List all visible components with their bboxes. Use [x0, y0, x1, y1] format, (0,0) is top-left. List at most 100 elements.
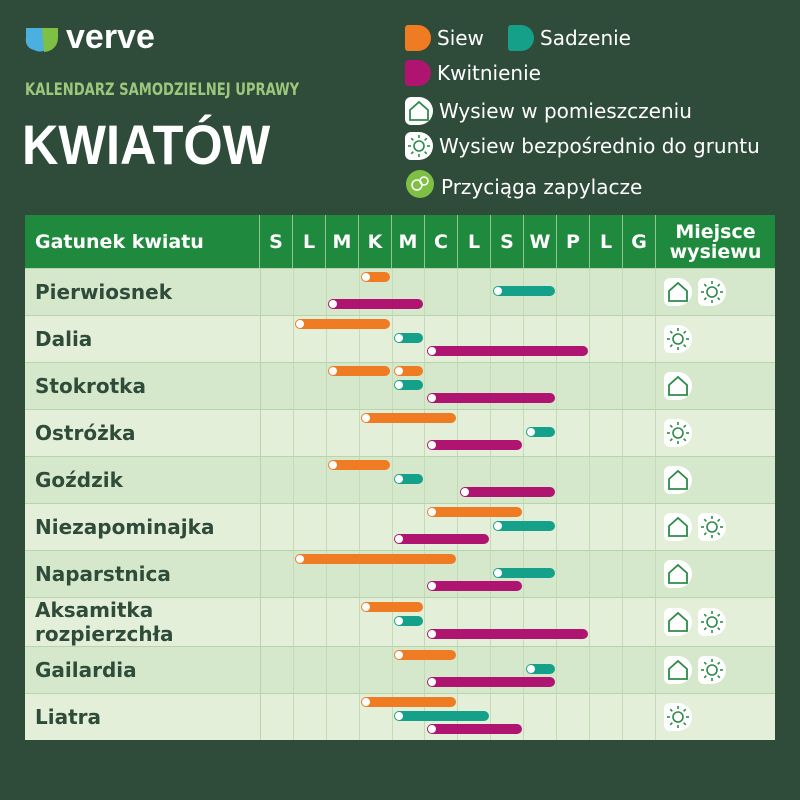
month-cell	[327, 504, 360, 550]
month-cell	[327, 269, 360, 315]
bar	[427, 581, 522, 591]
calendar-table: Gatunek kwiatu S L M K M C L S W P L G Miejsce wysie…	[25, 215, 775, 740]
month-cell	[425, 598, 459, 646]
month-cell	[261, 551, 294, 597]
bar-dot	[395, 617, 403, 625]
month-cell	[524, 647, 558, 693]
month-cell	[524, 504, 558, 550]
direct-icon	[698, 278, 727, 306]
month-cell	[590, 410, 624, 456]
row-name: Gailardia	[25, 647, 261, 693]
place-header: Miejsce wysiewu	[669, 220, 762, 263]
bar	[526, 664, 555, 674]
month-cell	[294, 647, 327, 693]
table-body: Pierwiosnek Dalia Stokrotka Ostróżka Goździk…	[25, 268, 775, 740]
month-cell	[557, 504, 591, 550]
bar	[427, 724, 522, 734]
legend-label: Siew	[437, 26, 484, 50]
month-cell	[261, 410, 294, 456]
month-label: M	[326, 215, 359, 268]
place-cell	[656, 269, 775, 315]
month-cell	[524, 694, 558, 740]
title: KWIATÓW	[22, 113, 271, 176]
bar-dot	[428, 394, 436, 402]
place-cell	[656, 316, 775, 362]
month-cell	[491, 457, 525, 503]
month-cell	[294, 504, 327, 550]
legend-item: Wysiew w pomieszczeniu	[405, 97, 692, 125]
month-cell	[425, 647, 459, 693]
month-cell	[360, 410, 393, 456]
bar-dot	[527, 665, 535, 673]
indoor-icon	[664, 656, 693, 684]
table-row: Ostróżka	[25, 409, 775, 456]
bar	[328, 299, 423, 309]
logo-icon	[25, 28, 58, 52]
month-cell	[590, 551, 624, 597]
month-label: K	[359, 215, 392, 268]
row-name: Ostróżka	[25, 410, 261, 456]
month-cell	[294, 363, 327, 409]
bar-dot	[461, 488, 469, 496]
direct-icon	[664, 325, 693, 353]
bar	[493, 568, 555, 578]
month-cell	[623, 269, 657, 315]
month-cell	[261, 269, 294, 315]
month-label: L	[458, 215, 491, 268]
month-cell	[360, 363, 393, 409]
month-label: M	[392, 215, 425, 268]
month-cell	[557, 598, 591, 646]
legend-item: Kwitnienie	[405, 60, 541, 86]
month-cell	[393, 410, 426, 456]
month-cell	[425, 504, 459, 550]
bar-dot	[362, 273, 370, 281]
month-cell	[491, 694, 525, 740]
bar	[427, 346, 588, 356]
indoor-icon	[664, 608, 693, 636]
month-cell	[458, 410, 492, 456]
month-cell	[458, 694, 492, 740]
table-row: Pierwiosnek	[25, 268, 775, 315]
month-cell	[524, 410, 558, 456]
month-cell	[623, 363, 657, 409]
indoor-icon	[664, 560, 693, 588]
bar	[427, 440, 522, 450]
month-cell	[524, 551, 558, 597]
month-cell	[425, 551, 459, 597]
month-cell	[425, 363, 459, 409]
month-cell	[623, 410, 657, 456]
direct-icon	[698, 513, 727, 541]
direct-icon	[664, 703, 693, 731]
bar	[394, 474, 423, 484]
month-cell	[294, 316, 327, 362]
table-row: Goździk	[25, 456, 775, 503]
place-cell	[656, 551, 775, 597]
direct-icon	[698, 656, 727, 684]
bar	[460, 487, 555, 497]
table-row: Naparstnica	[25, 550, 775, 597]
table-row: Liatra	[25, 693, 775, 740]
bar-dot	[494, 569, 502, 577]
bar	[394, 380, 423, 390]
month-cell	[557, 647, 591, 693]
bar	[394, 711, 489, 721]
month-label: S	[260, 215, 293, 268]
row-name: Aksamitka rozpierzchła	[25, 598, 261, 646]
legend-icon	[405, 169, 435, 204]
month-cell	[393, 457, 426, 503]
month-cell	[491, 316, 525, 362]
month-label: L	[293, 215, 326, 268]
row-name: Niezapominajka	[25, 504, 261, 550]
indoor-icon	[664, 513, 693, 541]
legend-swatch	[405, 60, 431, 86]
month-cell	[590, 647, 624, 693]
month-cell	[524, 598, 558, 646]
bar-dot	[296, 555, 304, 563]
month-cell	[524, 269, 558, 315]
bar	[361, 697, 456, 707]
month-cell	[491, 363, 525, 409]
legend-icon	[405, 132, 433, 160]
legend-swatch	[405, 25, 431, 51]
month-cell	[623, 504, 657, 550]
